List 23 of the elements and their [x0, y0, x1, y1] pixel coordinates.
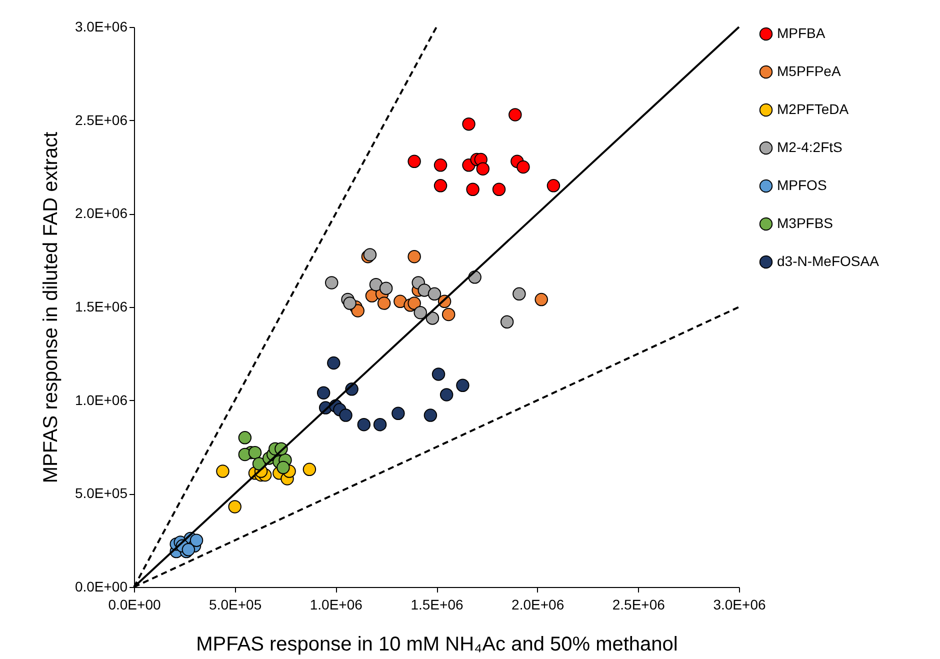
x-tick-label: 5.0E+05 [209, 596, 262, 612]
x-tick-label: 1.0E+06 [310, 596, 363, 612]
legend-label: d3-N-MeFOSAA [777, 253, 880, 269]
x-tick-label: 1.5E+06 [410, 596, 464, 612]
y-axis-title: MPFAS response in diluted FAD extract [40, 131, 62, 484]
y-tick-label: 1.0E+06 [74, 392, 128, 408]
y-tick-label: 3.0E+06 [74, 18, 128, 34]
x-tick-label: 3.0E+06 [713, 596, 766, 612]
y-tick-label: 1.5E+06 [74, 298, 128, 314]
legend-label: MPFOS [777, 177, 827, 193]
legend-label: M2PFTeDA [777, 101, 850, 117]
legend-label: M5PFPeA [777, 63, 842, 79]
x-axis-title: MPFAS response in 10 mM NH₄Ac and 50% methanol [196, 634, 678, 656]
y-tick-label: 2.5E+06 [74, 112, 128, 128]
y-tick-label: 5.0E+05 [74, 485, 128, 502]
legend-label: MPFBA [777, 25, 826, 41]
legend-label: M2-4:2FtS [777, 139, 842, 155]
y-tick-label: 0.0E+00 [74, 578, 128, 594]
x-tick-label: 2.0E+06 [512, 596, 564, 612]
legend-label: M3PFBS [777, 215, 834, 231]
x-tick-label: 0.0E+00 [108, 596, 161, 612]
y-tick-label: 2.0E+06 [74, 205, 128, 222]
x-tick-label: 2.5E+06 [612, 596, 666, 612]
